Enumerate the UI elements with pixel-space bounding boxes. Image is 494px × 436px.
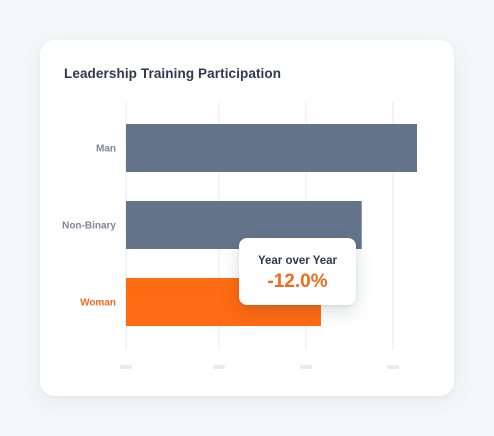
x-tick-mark <box>387 365 399 369</box>
yoy-tooltip: Year over Year -12.0% <box>239 238 356 305</box>
x-tick-mark <box>120 365 132 369</box>
category-label: Woman <box>80 298 116 309</box>
chart-card: Leadership Training Participation Man Non… <box>40 40 454 396</box>
category-label: Man <box>96 144 116 155</box>
x-tick-mark <box>300 365 312 369</box>
category-label: Non-Binary <box>62 221 116 232</box>
bar-man <box>126 124 417 172</box>
chart-title: Leadership Training Participation <box>64 66 282 81</box>
x-tick-mark <box>213 365 225 369</box>
bar-chart: Man Non-Binary Woman <box>62 102 417 369</box>
tooltip-label: Year over Year <box>257 255 338 267</box>
tooltip-value: -12.0% <box>267 271 328 292</box>
